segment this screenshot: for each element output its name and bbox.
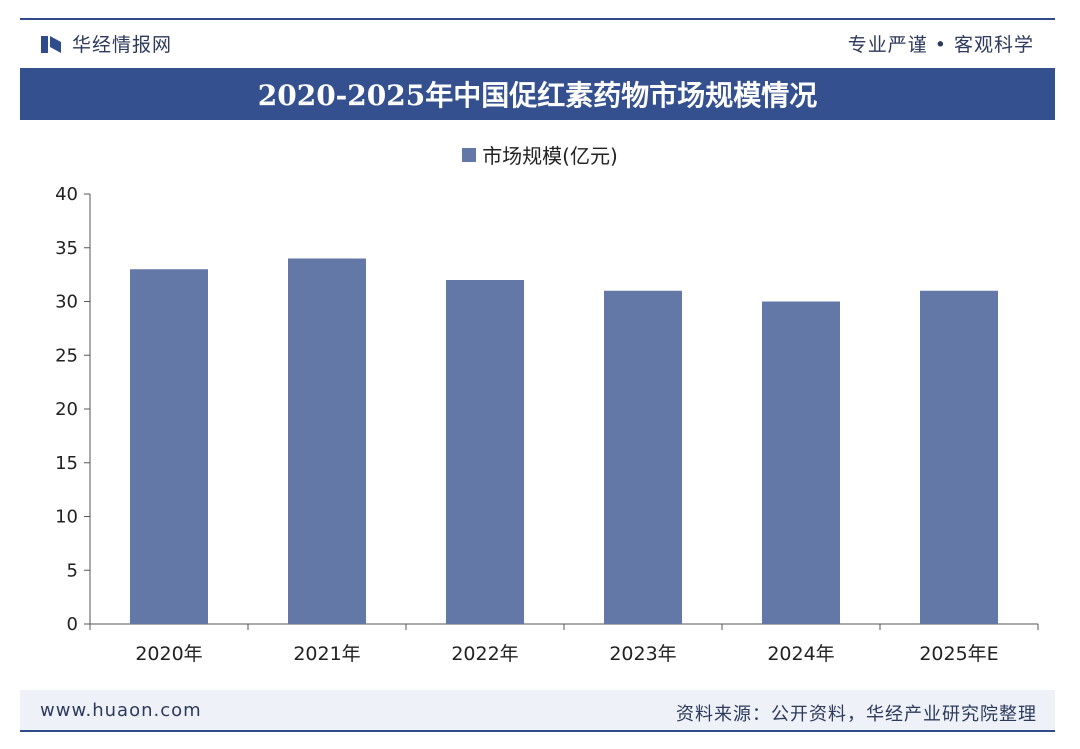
y-tick-label: 5 — [67, 560, 78, 581]
bar — [446, 280, 524, 624]
x-tick-label: 2023年 — [609, 643, 676, 665]
footer: www.huaon.com 资料来源：公开资料，华经产业研究院整理 — [20, 690, 1055, 730]
bar — [288, 258, 366, 624]
slogan: 专业严谨 • 客观科学 — [847, 34, 1034, 56]
bar — [762, 301, 840, 624]
legend-label: 市场规模(亿元) — [482, 144, 618, 168]
y-tick-label: 10 — [55, 507, 78, 528]
y-tick-label: 25 — [55, 345, 78, 366]
brand: 华经情报网 — [40, 30, 172, 57]
bar — [920, 290, 998, 624]
y-tick-label: 40 — [55, 184, 78, 205]
legend: 市场规模(亿元) — [0, 140, 1080, 169]
x-tick-label: 2025年E — [919, 643, 998, 665]
legend-swatch — [462, 147, 477, 162]
x-tick-label: 2024年 — [767, 643, 834, 665]
y-tick-label: 30 — [55, 292, 78, 313]
y-tick-label: 0 — [67, 614, 78, 635]
footer-source: 资料来源：公开资料，华经产业研究院整理 — [676, 704, 1037, 725]
title-bar: 2020-2025年中国促红素药物市场规模情况 — [20, 68, 1055, 120]
brand-logo-icon — [41, 35, 61, 53]
bar — [604, 290, 682, 624]
y-tick-label: 35 — [55, 238, 78, 259]
bottom-divider — [20, 730, 1055, 732]
chart-title: 2020-2025年中国促红素药物市场规模情况 — [257, 79, 818, 112]
footer-url: www.huaon.com — [40, 700, 202, 721]
x-tick-label: 2020年 — [135, 643, 202, 665]
top-divider — [20, 18, 1055, 20]
brand-name: 华经情报网 — [72, 34, 173, 56]
x-tick-label: 2021年 — [293, 643, 360, 665]
x-tick-label: 2022年 — [451, 643, 518, 665]
y-tick-label: 15 — [55, 453, 78, 474]
bar — [130, 269, 208, 624]
y-tick-label: 20 — [55, 399, 78, 420]
